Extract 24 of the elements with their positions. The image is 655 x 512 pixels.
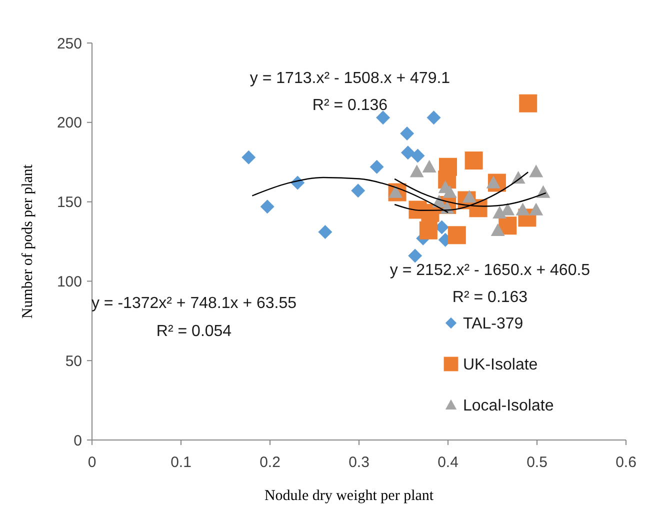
- annotation: R² = 0.136: [312, 97, 388, 114]
- annotation: y = -1372x² + 748.1x + 63.55: [91, 295, 297, 312]
- legend-label: Local-Isolate: [463, 398, 554, 415]
- x-tick-label: 0: [88, 454, 96, 471]
- annotation: R² = 0.054: [156, 323, 232, 340]
- y-tick-label: 250: [56, 35, 82, 52]
- legend-label: TAL-379: [463, 316, 524, 333]
- x-tick-label: 0.6: [616, 454, 636, 471]
- x-tick-label: 0.2: [260, 454, 280, 471]
- x-tick-label: 0.1: [170, 454, 192, 471]
- y-tick-label: 0: [74, 432, 82, 450]
- y-tick-label: 150: [56, 194, 82, 212]
- y-tick-label: 50: [65, 352, 82, 370]
- x-axis-title: Nodule dry weight per plant: [264, 488, 434, 504]
- x-tick-label: 0.5: [526, 454, 548, 471]
- x-tick-label: 0.4: [438, 454, 458, 471]
- annotation: y = 1713.x² - 1508.x + 479.1: [250, 70, 450, 87]
- y-axis-title: Number of pods per plant: [20, 164, 36, 319]
- x-tick-label: 0.3: [348, 454, 370, 471]
- y-tick-label: 200: [56, 114, 82, 132]
- annotation: R² = 0.163: [452, 289, 528, 306]
- y-tick-label: 100: [56, 273, 82, 290]
- legend-label: UK-Isolate: [463, 356, 538, 374]
- annotation: y = 2152.x² - 1650.x + 460.5: [390, 262, 590, 279]
